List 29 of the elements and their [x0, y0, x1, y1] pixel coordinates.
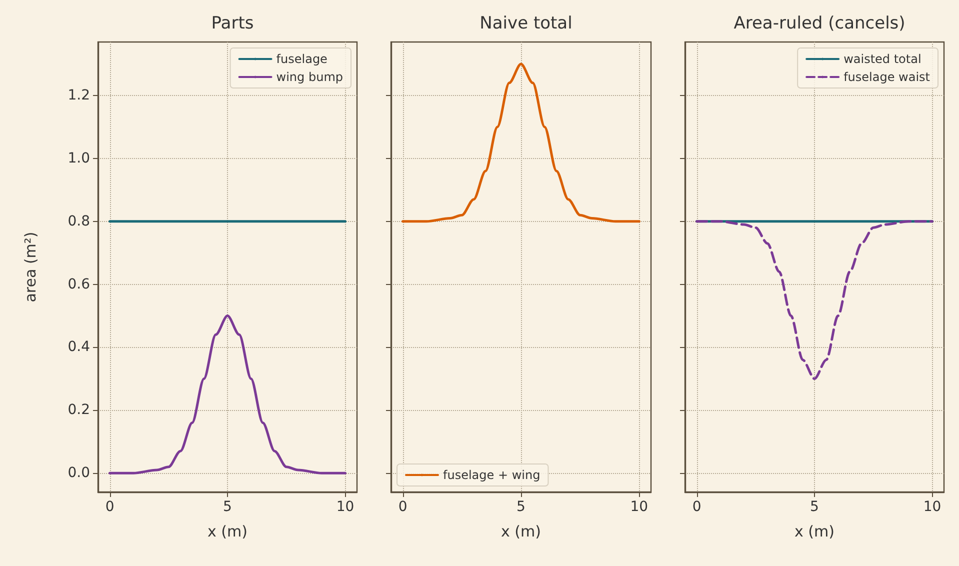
x-tick-label: 0 [398, 499, 408, 515]
y-tick-label: 0.6 [68, 276, 90, 292]
chart-title: Naive total [480, 14, 572, 34]
x-tick-label: 0 [105, 499, 114, 515]
x-tick-label: 10 [336, 499, 354, 515]
x-tick-label: 5 [810, 499, 819, 515]
y-tick-label: 0.4 [68, 339, 90, 356]
legend-label: wing bump [276, 70, 344, 84]
x-axis-title: x (m) [794, 522, 834, 540]
line-series [108, 314, 346, 474]
y-tick-label: 0.8 [68, 213, 90, 230]
x-tick-label: 5 [223, 499, 232, 515]
y-tick-label: 0.0 [68, 465, 90, 482]
x-tick-label: 10 [923, 499, 942, 515]
chart-title: Parts [211, 14, 254, 34]
y-axis-title: area (m²) [22, 232, 40, 302]
legend-label: waisted total [844, 52, 922, 66]
y-tick-label: 1.2 [68, 87, 90, 104]
x-tick-label: 10 [630, 499, 648, 515]
x-tick-label: 0 [692, 499, 702, 515]
y-tick-label: 0.2 [68, 402, 90, 418]
x-axis-title: x (m) [208, 522, 248, 540]
chart-title: Area-ruled (cancels) [734, 14, 906, 34]
y-tick-label: 1.0 [68, 150, 90, 166]
legend-label: fuselage waist [844, 70, 930, 84]
x-axis-title: x (m) [501, 522, 541, 540]
legend-label: fuselage + wing [443, 468, 540, 482]
x-tick-label: 5 [516, 499, 526, 515]
legend-label: fuselage [276, 52, 328, 66]
